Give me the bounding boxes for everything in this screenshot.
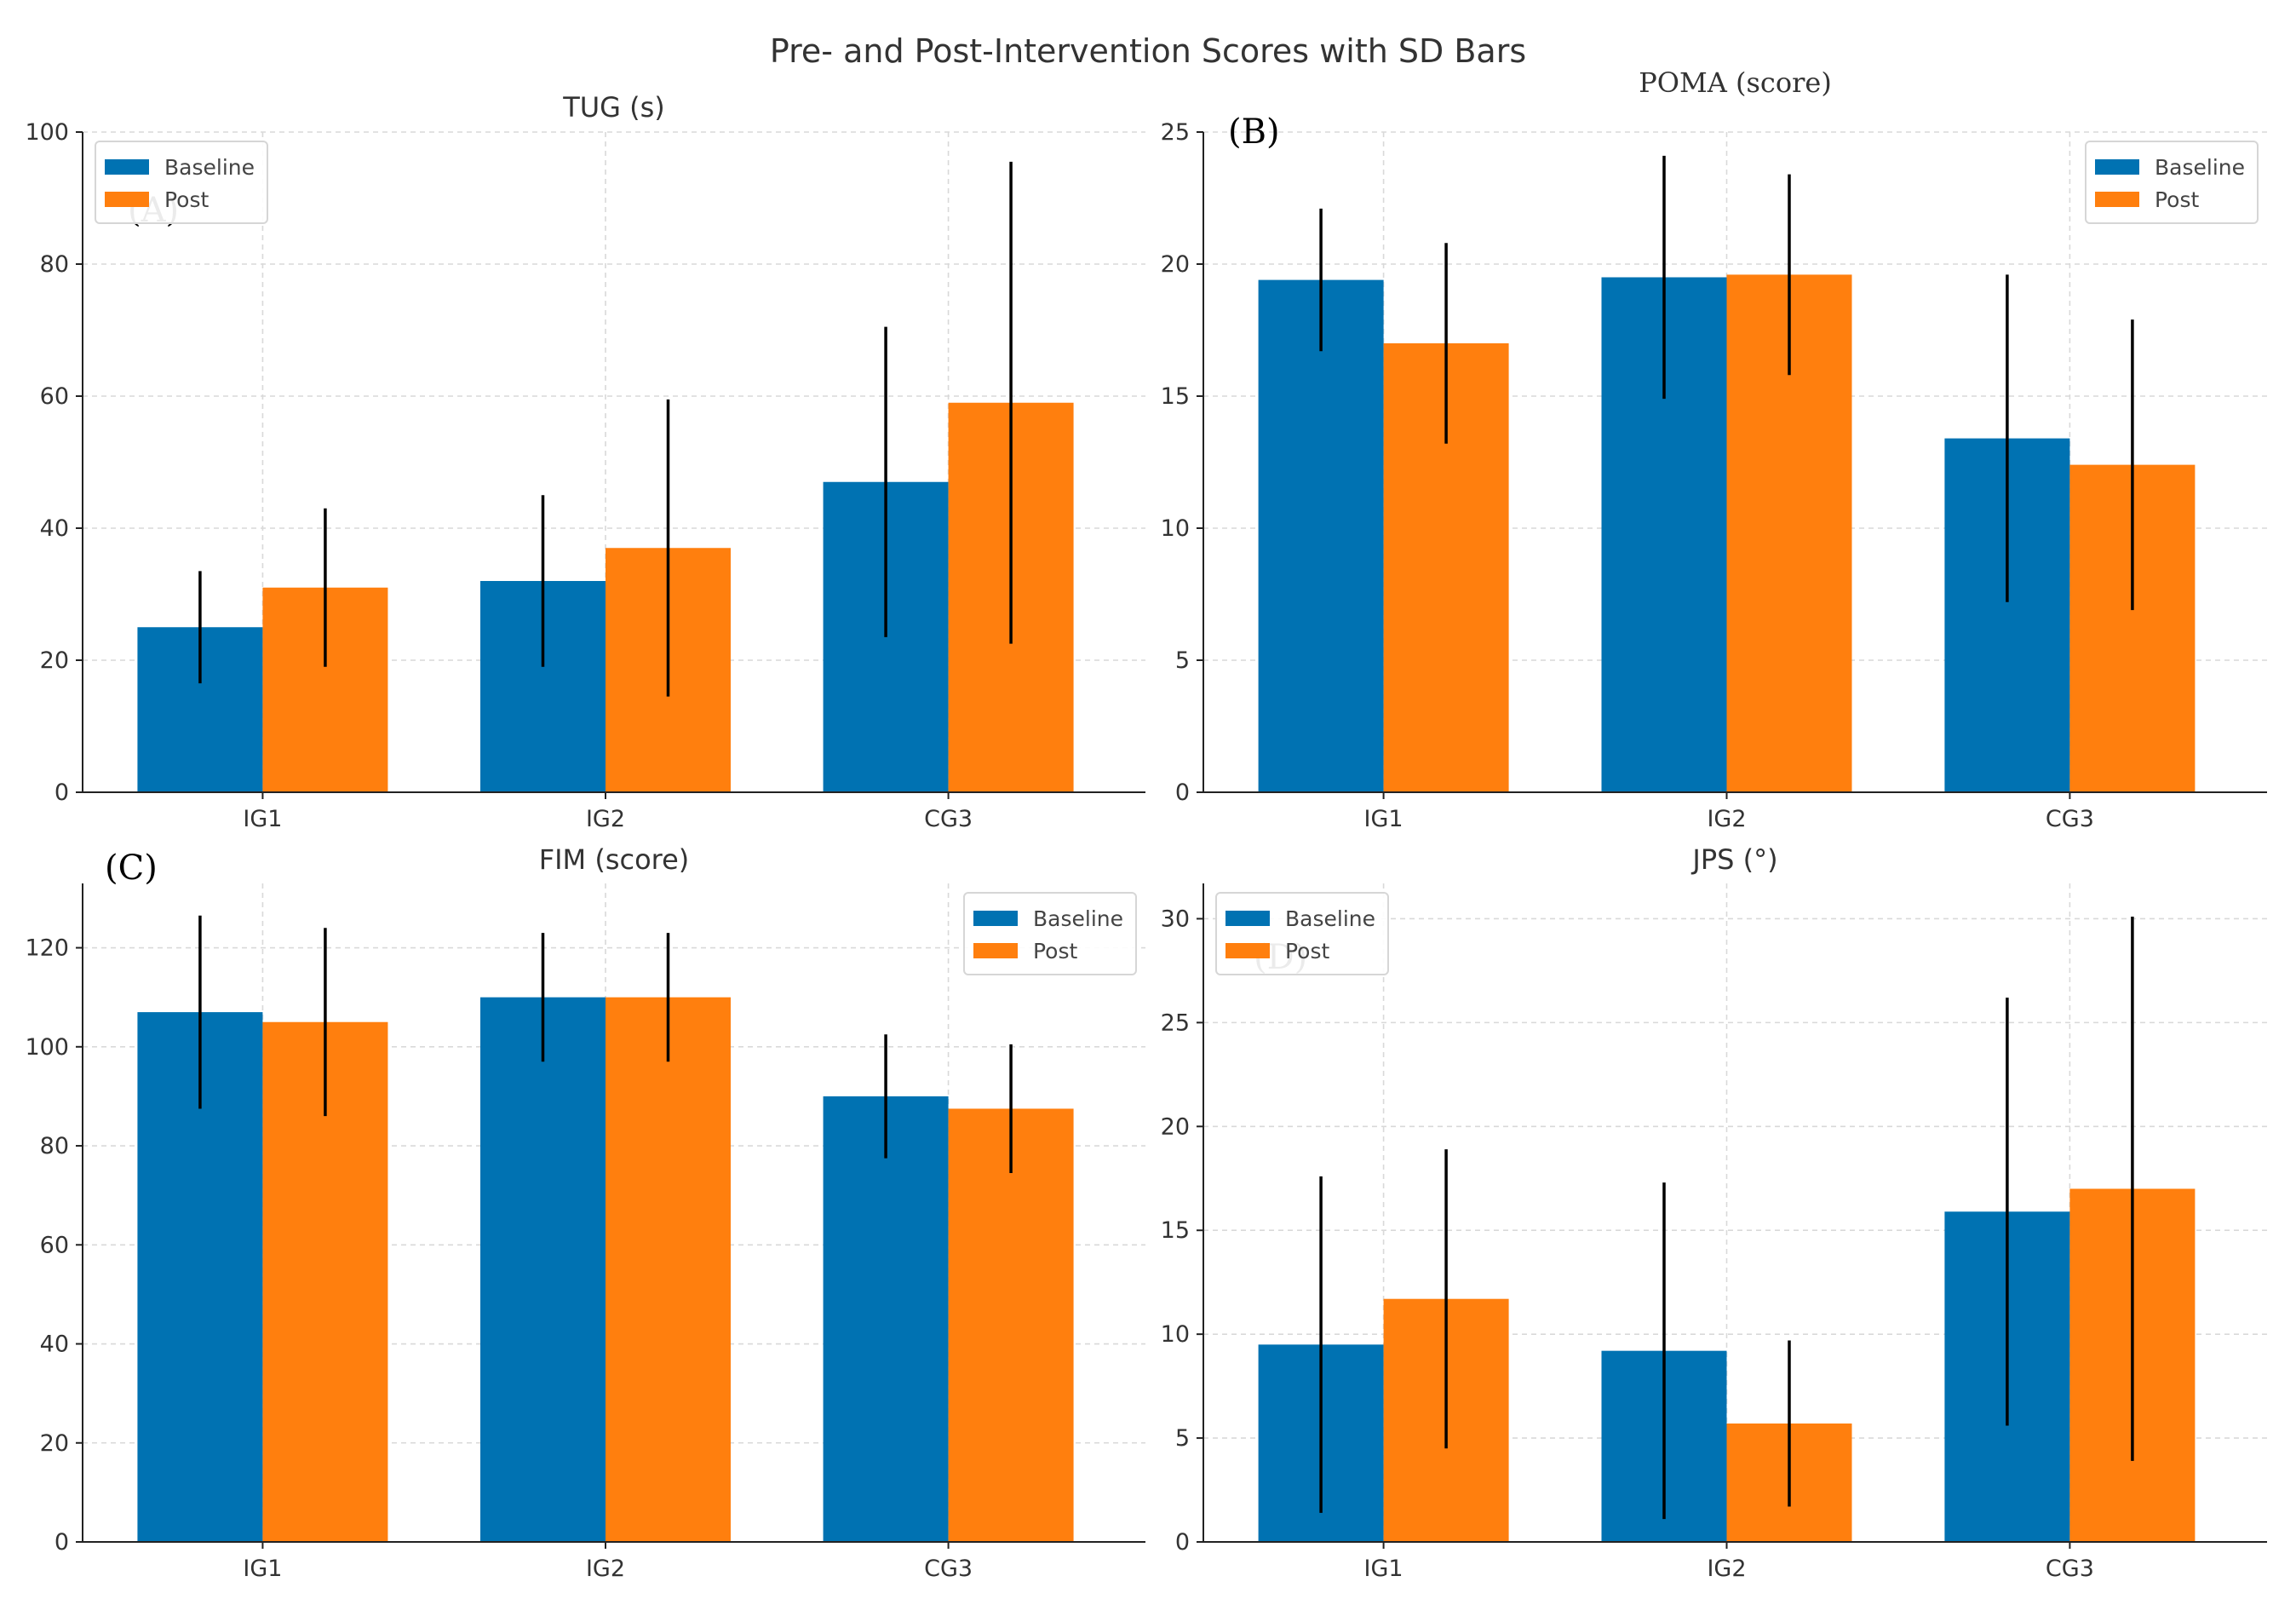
y-tick-label: 0 [1175,1529,1190,1556]
panel-label: (B) [1228,112,1280,152]
y-tick-label: 10 [1161,1321,1190,1348]
bar-post-cg3 [948,1108,1074,1542]
legend-swatch [973,943,1018,958]
x-tick-label: IG1 [1364,806,1403,832]
x-tick-label: IG1 [1364,1556,1403,1582]
chart-title: TUG (s) [562,91,665,124]
y-tick-label: 0 [55,779,69,806]
legend-label: Post [164,187,210,212]
chart-panel-2: 0 5 10 15 20 25 IG1 IG2 CG3 POMA (score) (B) [1161,66,2267,832]
legend-entry-post: Post [2095,183,2245,216]
x-tick-label: IG2 [586,806,625,832]
y-tick-label: 60 [40,383,69,410]
bar-baseline-ig2 [480,997,606,1542]
legend-label: Baseline [2155,154,2245,180]
y-tick-label: 15 [1161,1217,1190,1244]
y-tick-label: 30 [1161,906,1190,932]
legend-entry-baseline: Baseline [105,151,255,183]
y-tick-label: 40 [40,515,69,542]
y-tick-label: 20 [1161,1113,1190,1140]
y-tick-label: 60 [40,1232,69,1258]
chart-title: POMA (score) [1639,66,1832,99]
legend-swatch [105,192,149,207]
x-tick-label: IG1 [243,1556,282,1582]
bar-post-ig2 [606,997,731,1542]
legend-entry-baseline: Baseline [973,902,1123,935]
x-tick-label: CG3 [924,806,973,832]
bar-baseline-cg3 [823,1096,949,1542]
legend-swatch [2095,159,2139,175]
y-tick-label: 0 [1175,779,1190,806]
y-tick-label: 100 [25,119,69,146]
y-tick-label: 20 [40,1430,69,1457]
y-tick-label: 80 [40,1133,69,1159]
x-tick-label: IG1 [243,806,282,832]
chart-legend: Baseline Post [95,141,268,224]
y-tick-label: 120 [25,935,69,962]
y-tick-label: 20 [40,647,69,674]
y-tick-label: 0 [55,1529,69,1556]
y-tick-label: 5 [1175,1425,1190,1452]
x-tick-label: IG2 [586,1556,625,1582]
chart-title: JPS (°) [1690,843,1777,876]
figure-title: Pre- and Post-Intervention Scores with S… [769,32,1527,70]
legend-swatch [105,159,149,175]
legend-label: Baseline [1285,906,1375,931]
y-tick-label: 15 [1161,383,1190,410]
x-tick-label: CG3 [2046,806,2094,832]
chart-legend: Baseline Post [2085,141,2259,224]
legend-swatch [2095,192,2139,207]
legend-entry-baseline: Baseline [2095,151,2245,183]
y-tick-label: 25 [1161,119,1190,146]
chart-legend: Baseline Post [963,892,1137,975]
x-tick-label: CG3 [2046,1556,2094,1582]
x-tick-label: IG2 [1707,1556,1746,1582]
legend-entry-post: Post [973,935,1123,967]
y-tick-label: 100 [25,1034,69,1061]
legend-entry-post: Post [1225,935,1375,967]
legend-entry-post: Post [105,183,255,216]
chart-legend: Baseline Post [1215,892,1389,975]
x-tick-label: IG2 [1707,806,1746,832]
legend-label: Post [1033,938,1078,963]
y-tick-label: 10 [1161,515,1190,542]
legend-label: Post [1285,938,1330,963]
panel-label: (C) [105,848,158,888]
legend-label: Baseline [164,154,255,180]
x-tick-label: CG3 [924,1556,973,1582]
y-tick-label: 80 [40,251,69,278]
legend-swatch [1225,911,1270,926]
bar-baseline-ig1 [1258,279,1384,793]
chart-title: FIM (score) [539,843,690,876]
y-tick-label: 20 [1161,251,1190,278]
legend-swatch [973,911,1018,926]
legend-swatch [1225,943,1270,958]
legend-label: Post [2155,187,2200,212]
y-tick-label: 5 [1175,647,1190,674]
legend-label: Baseline [1033,906,1123,931]
y-tick-label: 25 [1161,1009,1190,1036]
y-tick-label: 40 [40,1332,69,1358]
legend-entry-baseline: Baseline [1225,902,1375,935]
chart-panel-3: 0 20 40 60 80 100 120 IG1 IG2 CG3 FIM (score) (C) [25,843,1145,1582]
